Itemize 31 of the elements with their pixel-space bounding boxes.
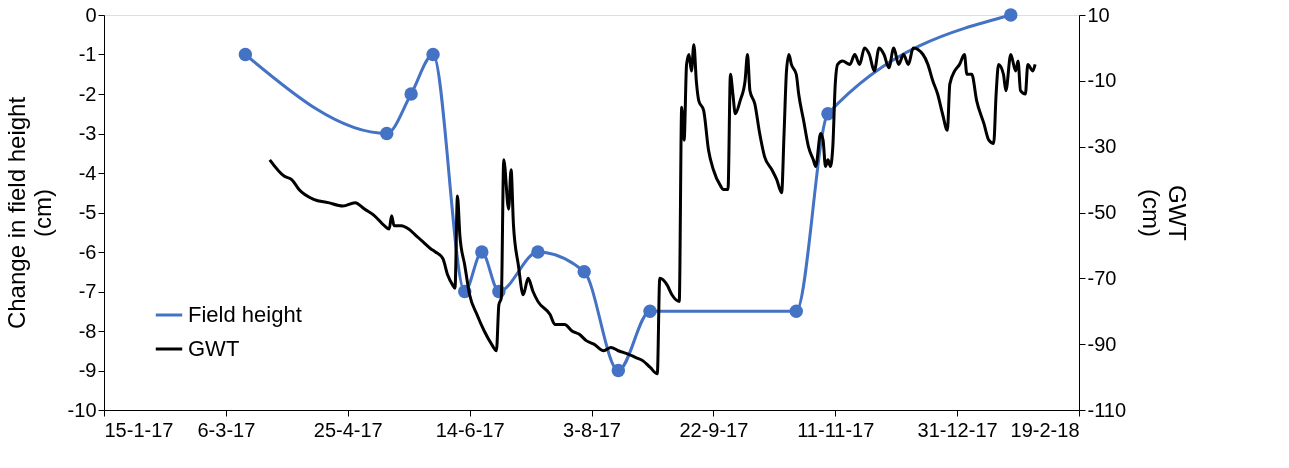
y2-tick-label: -110 bbox=[1087, 398, 1127, 421]
y2-tick-label: -10 bbox=[1087, 69, 1117, 92]
y2-tick-label: -30 bbox=[1087, 135, 1117, 158]
x-tick-label: 6-3-17 bbox=[197, 418, 256, 441]
x-tick-label: 25-4-17 bbox=[313, 418, 383, 441]
x-tick-label: 3-8-17 bbox=[563, 418, 621, 441]
y-tick-label: -4 bbox=[78, 161, 97, 184]
legend-label: Field height bbox=[188, 302, 302, 327]
y2-tick-label: -90 bbox=[1087, 332, 1117, 355]
y-tick-label: -1 bbox=[78, 43, 97, 65]
y2-axis-title: GWT (cm) bbox=[1138, 185, 1192, 242]
y-tick-label: -9 bbox=[78, 359, 97, 381]
y-tick-label: -6 bbox=[78, 240, 97, 263]
legend-label: GWT bbox=[188, 336, 240, 361]
y2-tick-label: -50 bbox=[1087, 201, 1117, 223]
y-tick-label: -8 bbox=[78, 319, 97, 342]
x-tick-label: 11-11-17 bbox=[797, 418, 875, 441]
y-axis-title: Change in field height (cm) bbox=[2, 96, 56, 330]
y-tick-label: -2 bbox=[78, 82, 97, 105]
y-tick-label: -5 bbox=[78, 201, 97, 223]
x-tick-label: 19-2-18 bbox=[1010, 418, 1080, 441]
x-tick-label: 15-1-17 bbox=[104, 418, 174, 441]
y-tick-label: -10 bbox=[67, 398, 97, 421]
y-tick-label: 0 bbox=[85, 3, 97, 26]
y-tick-label: -7 bbox=[78, 280, 97, 302]
x-tick-label: 31-12-17 bbox=[917, 418, 998, 441]
y2-tick-label: -70 bbox=[1087, 266, 1117, 289]
y2-tick-label: 10 bbox=[1087, 3, 1110, 26]
x-tick-label: 22-9-17 bbox=[679, 418, 749, 441]
x-tick-label: 14-6-17 bbox=[435, 418, 505, 441]
y-tick-label: -3 bbox=[78, 122, 97, 144]
